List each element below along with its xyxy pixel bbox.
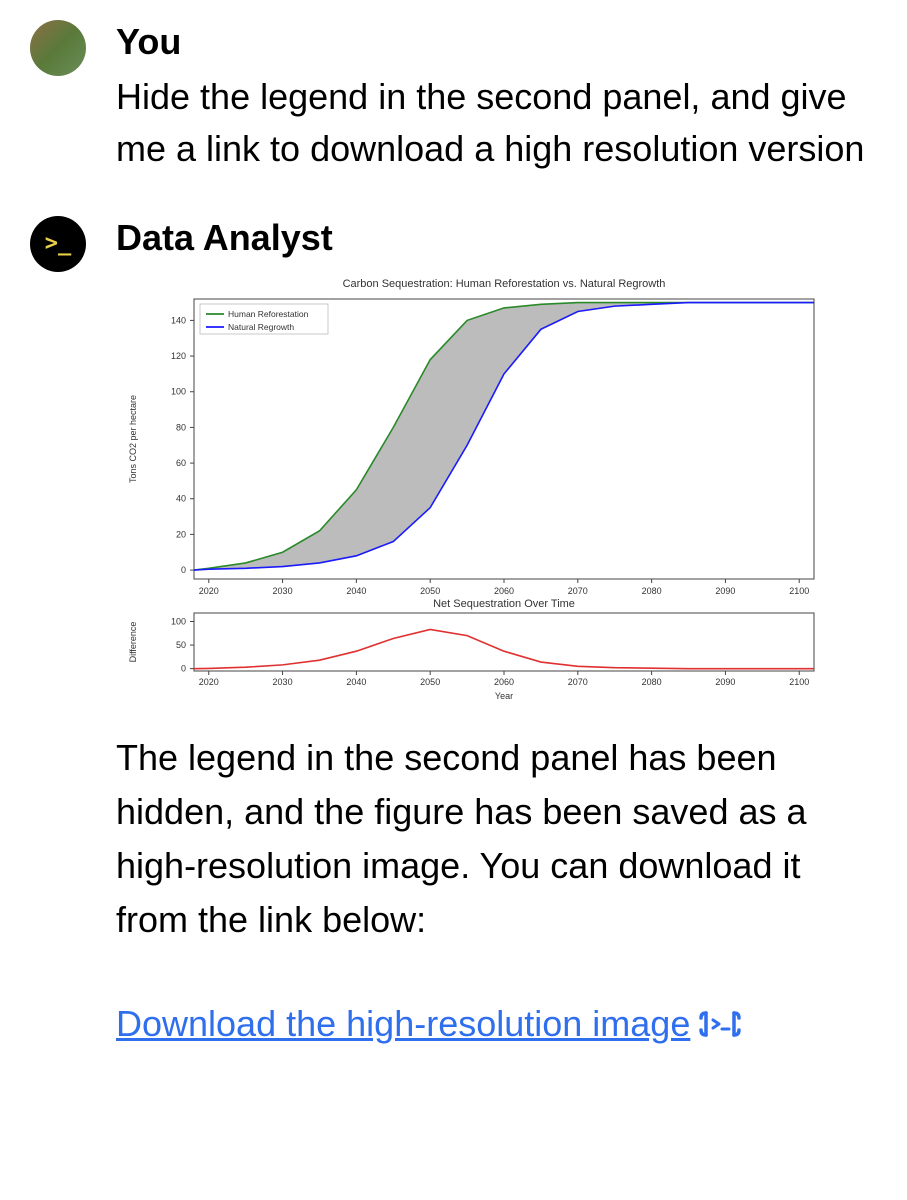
svg-text:2060: 2060 — [494, 586, 514, 596]
svg-text:Difference: Difference — [128, 621, 138, 662]
svg-text:50: 50 — [176, 640, 186, 650]
svg-text:2030: 2030 — [273, 586, 293, 596]
svg-text:2020: 2020 — [199, 586, 219, 596]
user-sender-label: You — [116, 20, 877, 63]
assistant-message-body: Data Analyst Carbon Sequestration: Human… — [116, 216, 877, 1046]
code-bracket-icon — [698, 1002, 742, 1046]
chart-figure: Carbon Sequestration: Human Reforestatio… — [116, 271, 877, 701]
svg-text:120: 120 — [171, 351, 186, 361]
svg-text:Carbon Sequestration: Human Re: Carbon Sequestration: Human Reforestatio… — [343, 278, 666, 290]
svg-text:2030: 2030 — [273, 677, 293, 687]
svg-text:2040: 2040 — [346, 586, 366, 596]
svg-text:80: 80 — [176, 422, 186, 432]
svg-text:0: 0 — [181, 663, 186, 673]
svg-text:2050: 2050 — [420, 586, 440, 596]
svg-text:20: 20 — [176, 529, 186, 539]
svg-text:2080: 2080 — [642, 586, 662, 596]
user-message-text: Hide the legend in the second panel, and… — [116, 71, 877, 175]
svg-text:140: 140 — [171, 315, 186, 325]
svg-text:40: 40 — [176, 493, 186, 503]
svg-text:100: 100 — [171, 616, 186, 626]
svg-text:2060: 2060 — [494, 677, 514, 687]
assistant-message: >_ Data Analyst Carbon Sequestration: Hu… — [30, 216, 877, 1046]
svg-text:2100: 2100 — [789, 677, 809, 687]
svg-text:2090: 2090 — [715, 677, 735, 687]
assistant-avatar: >_ — [30, 216, 86, 272]
svg-text:Net Sequestration Over Time: Net Sequestration Over Time — [433, 598, 575, 610]
assistant-reply-text: The legend in the second panel has been … — [116, 731, 877, 947]
svg-text:2070: 2070 — [568, 677, 588, 687]
download-link[interactable]: Download the high-resolution image — [116, 1002, 742, 1046]
chart-svg: Carbon Sequestration: Human Reforestatio… — [116, 271, 836, 701]
svg-text:Year: Year — [495, 691, 513, 701]
terminal-prompt-icon: >_ — [45, 231, 72, 256]
svg-text:2020: 2020 — [199, 677, 219, 687]
svg-text:100: 100 — [171, 386, 186, 396]
svg-text:2070: 2070 — [568, 586, 588, 596]
svg-text:60: 60 — [176, 458, 186, 468]
svg-text:Natural Regrowth: Natural Regrowth — [228, 322, 294, 332]
user-avatar — [30, 20, 86, 76]
svg-text:Human Reforestation: Human Reforestation — [228, 309, 309, 319]
svg-text:0: 0 — [181, 565, 186, 575]
download-link-text: Download the high-resolution image — [116, 1003, 690, 1045]
svg-text:2100: 2100 — [789, 586, 809, 596]
assistant-sender-label: Data Analyst — [116, 216, 877, 259]
user-message: You Hide the legend in the second panel,… — [30, 20, 877, 176]
svg-text:2080: 2080 — [642, 677, 662, 687]
svg-text:2050: 2050 — [420, 677, 440, 687]
user-message-body: You Hide the legend in the second panel,… — [116, 20, 877, 176]
svg-text:Tons CO2 per hectare: Tons CO2 per hectare — [128, 395, 138, 483]
svg-text:2040: 2040 — [346, 677, 366, 687]
svg-text:2090: 2090 — [715, 586, 735, 596]
